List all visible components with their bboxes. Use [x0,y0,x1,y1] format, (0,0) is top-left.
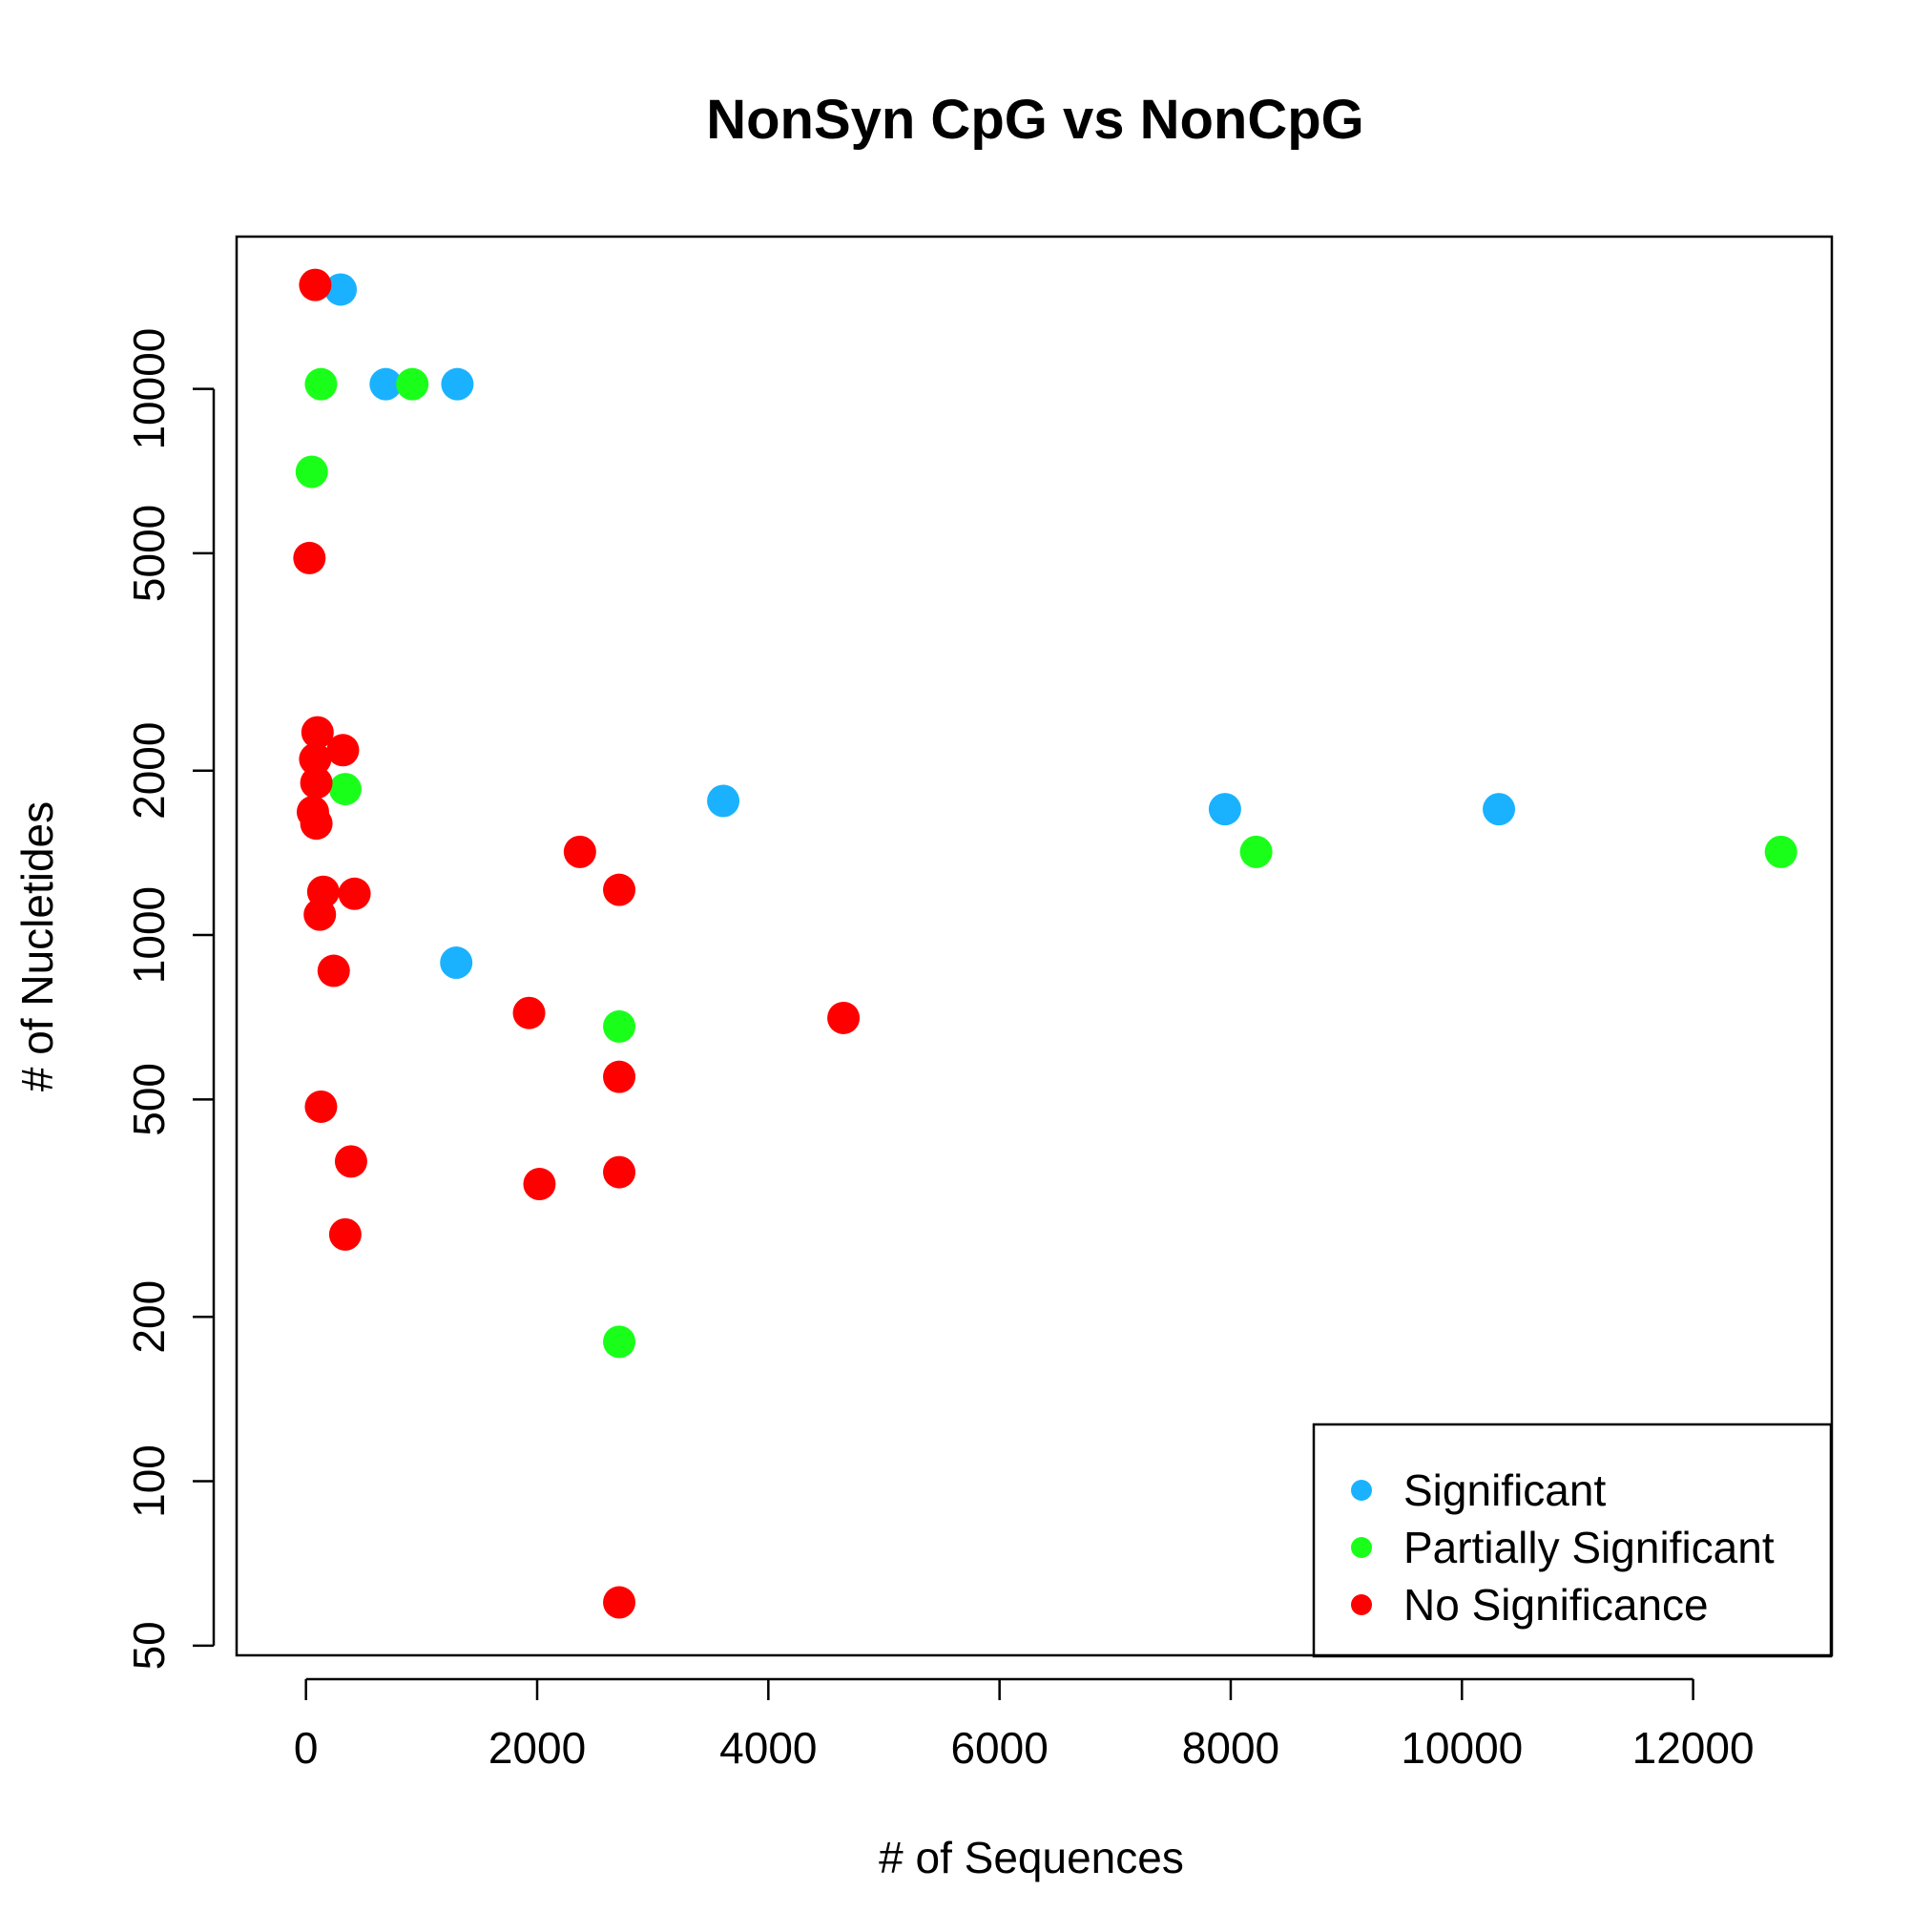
point-no-significance [603,1586,636,1619]
point-significant [324,273,358,306]
x-tick-label: 10000 [1401,1723,1523,1773]
point-no-significance [304,1090,338,1123]
point-no-significance [512,996,546,1029]
point-no-significance [326,734,360,767]
y-tick-label: 10000 [124,328,174,450]
point-no-significance [303,898,337,931]
point-significant [1483,793,1516,826]
point-no-significance [301,716,334,749]
y-tick-label: 1000 [124,886,174,984]
point-significant [369,367,403,401]
point-partially-significant [603,1325,636,1359]
point-no-significance [328,1217,362,1251]
legend-label-partially-significant: Partially Significant [1403,1523,1775,1572]
legend-label-significant: Significant [1403,1465,1606,1515]
y-tick-label: 200 [124,1280,174,1354]
legend-marker-no-significance [1351,1594,1372,1615]
legend-marker-significant [1351,1480,1372,1501]
legend-box [1312,1423,1833,1658]
point-no-significance [299,268,332,301]
plot-frame [235,235,1834,1657]
point-no-significance [300,807,333,841]
point-partially-significant [603,1009,636,1043]
point-no-significance [293,541,326,574]
x-tick-label: 0 [294,1723,319,1773]
data-points [293,268,1797,1619]
x-tick-label: 6000 [950,1723,1048,1773]
point-no-significance [603,873,636,906]
point-no-significance [299,742,332,776]
x-tick-label: 2000 [488,1723,586,1773]
point-no-significance [563,835,596,868]
legend-label-no-significance: No Significance [1403,1580,1709,1630]
point-no-significance [523,1168,556,1201]
legend-marker-partially-significant [1351,1537,1372,1558]
point-no-significance [317,954,350,987]
y-tick-label: 5000 [124,505,174,602]
point-no-significance [827,1001,861,1034]
point-partially-significant [295,455,328,488]
point-no-significance [603,1060,636,1093]
point-no-significance [603,1155,636,1189]
x-tick-label: 12000 [1632,1723,1755,1773]
point-significant [707,784,740,818]
point-partially-significant [304,367,338,401]
point-significant [1208,793,1241,826]
x-tick-label: 4000 [719,1723,817,1773]
x-tick-label: 8000 [1182,1723,1279,1773]
x-axis: 0 2000 4000 6000 8000 10000 12000 [294,1677,1755,1773]
y-tick-label: 500 [124,1063,174,1136]
point-no-significance [300,766,333,800]
y-tick-label: 2000 [124,722,174,820]
point-partially-significant [396,367,429,401]
point-partially-significant [328,773,362,806]
point-no-significance [334,1145,367,1178]
point-no-significance [338,877,371,910]
point-significant [440,946,473,980]
y-axis-label: # of Nucletides [12,801,62,1091]
x-axis-label: # of Sequences [879,1833,1184,1882]
point-partially-significant [1764,835,1797,868]
legend: Significant Partially Significant No Signi… [1312,1423,1833,1658]
y-tick-label: 50 [124,1621,174,1670]
y-axis: 50 100 200 500 1000 2000 5000 10000 [124,328,216,1670]
point-partially-significant [1239,835,1273,868]
chart-title: NonSyn CpG vs NonCpG [706,89,1364,151]
y-tick-label: 100 [124,1444,174,1518]
point-significant [441,367,474,401]
